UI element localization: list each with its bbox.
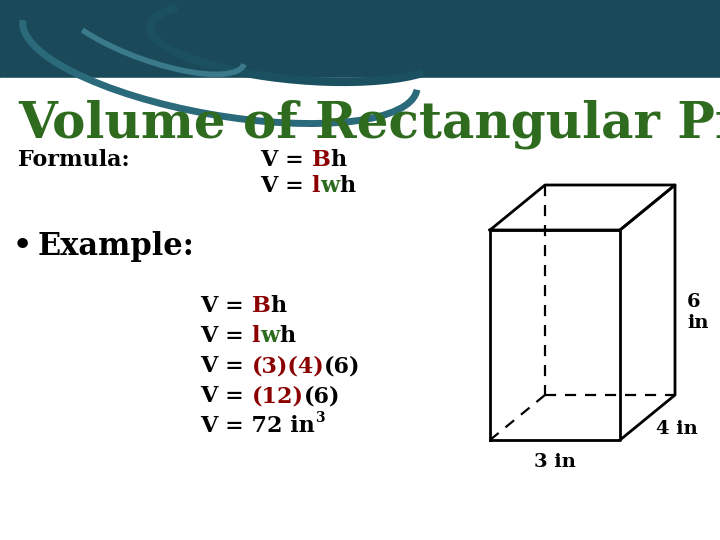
Text: V =: V = <box>200 325 251 347</box>
Bar <box>0 78 720 540</box>
Text: w: w <box>260 325 279 347</box>
Text: h: h <box>279 325 295 347</box>
Text: B: B <box>312 149 330 171</box>
Text: l: l <box>251 325 260 347</box>
Text: •: • <box>12 229 33 263</box>
Text: (3)(4): (3)(4) <box>251 355 324 377</box>
Text: (12): (12) <box>251 385 304 407</box>
FancyArrowPatch shape <box>2 57 117 82</box>
Text: B: B <box>251 295 271 317</box>
Text: (6): (6) <box>324 355 361 377</box>
Text: 4 in: 4 in <box>655 421 697 438</box>
Text: V =: V = <box>260 149 312 171</box>
Text: (6): (6) <box>304 385 340 407</box>
Text: 6
in: 6 in <box>687 293 708 332</box>
Text: V =: V = <box>200 355 251 377</box>
Text: h: h <box>339 175 355 197</box>
Text: V =: V = <box>260 175 312 197</box>
Text: Formula:: Formula: <box>18 149 130 171</box>
Bar <box>0 0 720 78</box>
Text: Volume of Rectangular Prisms: Volume of Rectangular Prisms <box>18 99 720 148</box>
Text: w: w <box>320 175 339 197</box>
Text: V = 72 in: V = 72 in <box>200 415 315 437</box>
Text: l: l <box>312 175 320 197</box>
Text: h: h <box>271 295 287 317</box>
Text: h: h <box>330 149 346 171</box>
Text: Example:: Example: <box>38 231 195 261</box>
Text: V =: V = <box>200 385 251 407</box>
Text: V =: V = <box>200 295 251 317</box>
Text: 3 in: 3 in <box>534 453 576 471</box>
Text: 3: 3 <box>315 411 325 425</box>
